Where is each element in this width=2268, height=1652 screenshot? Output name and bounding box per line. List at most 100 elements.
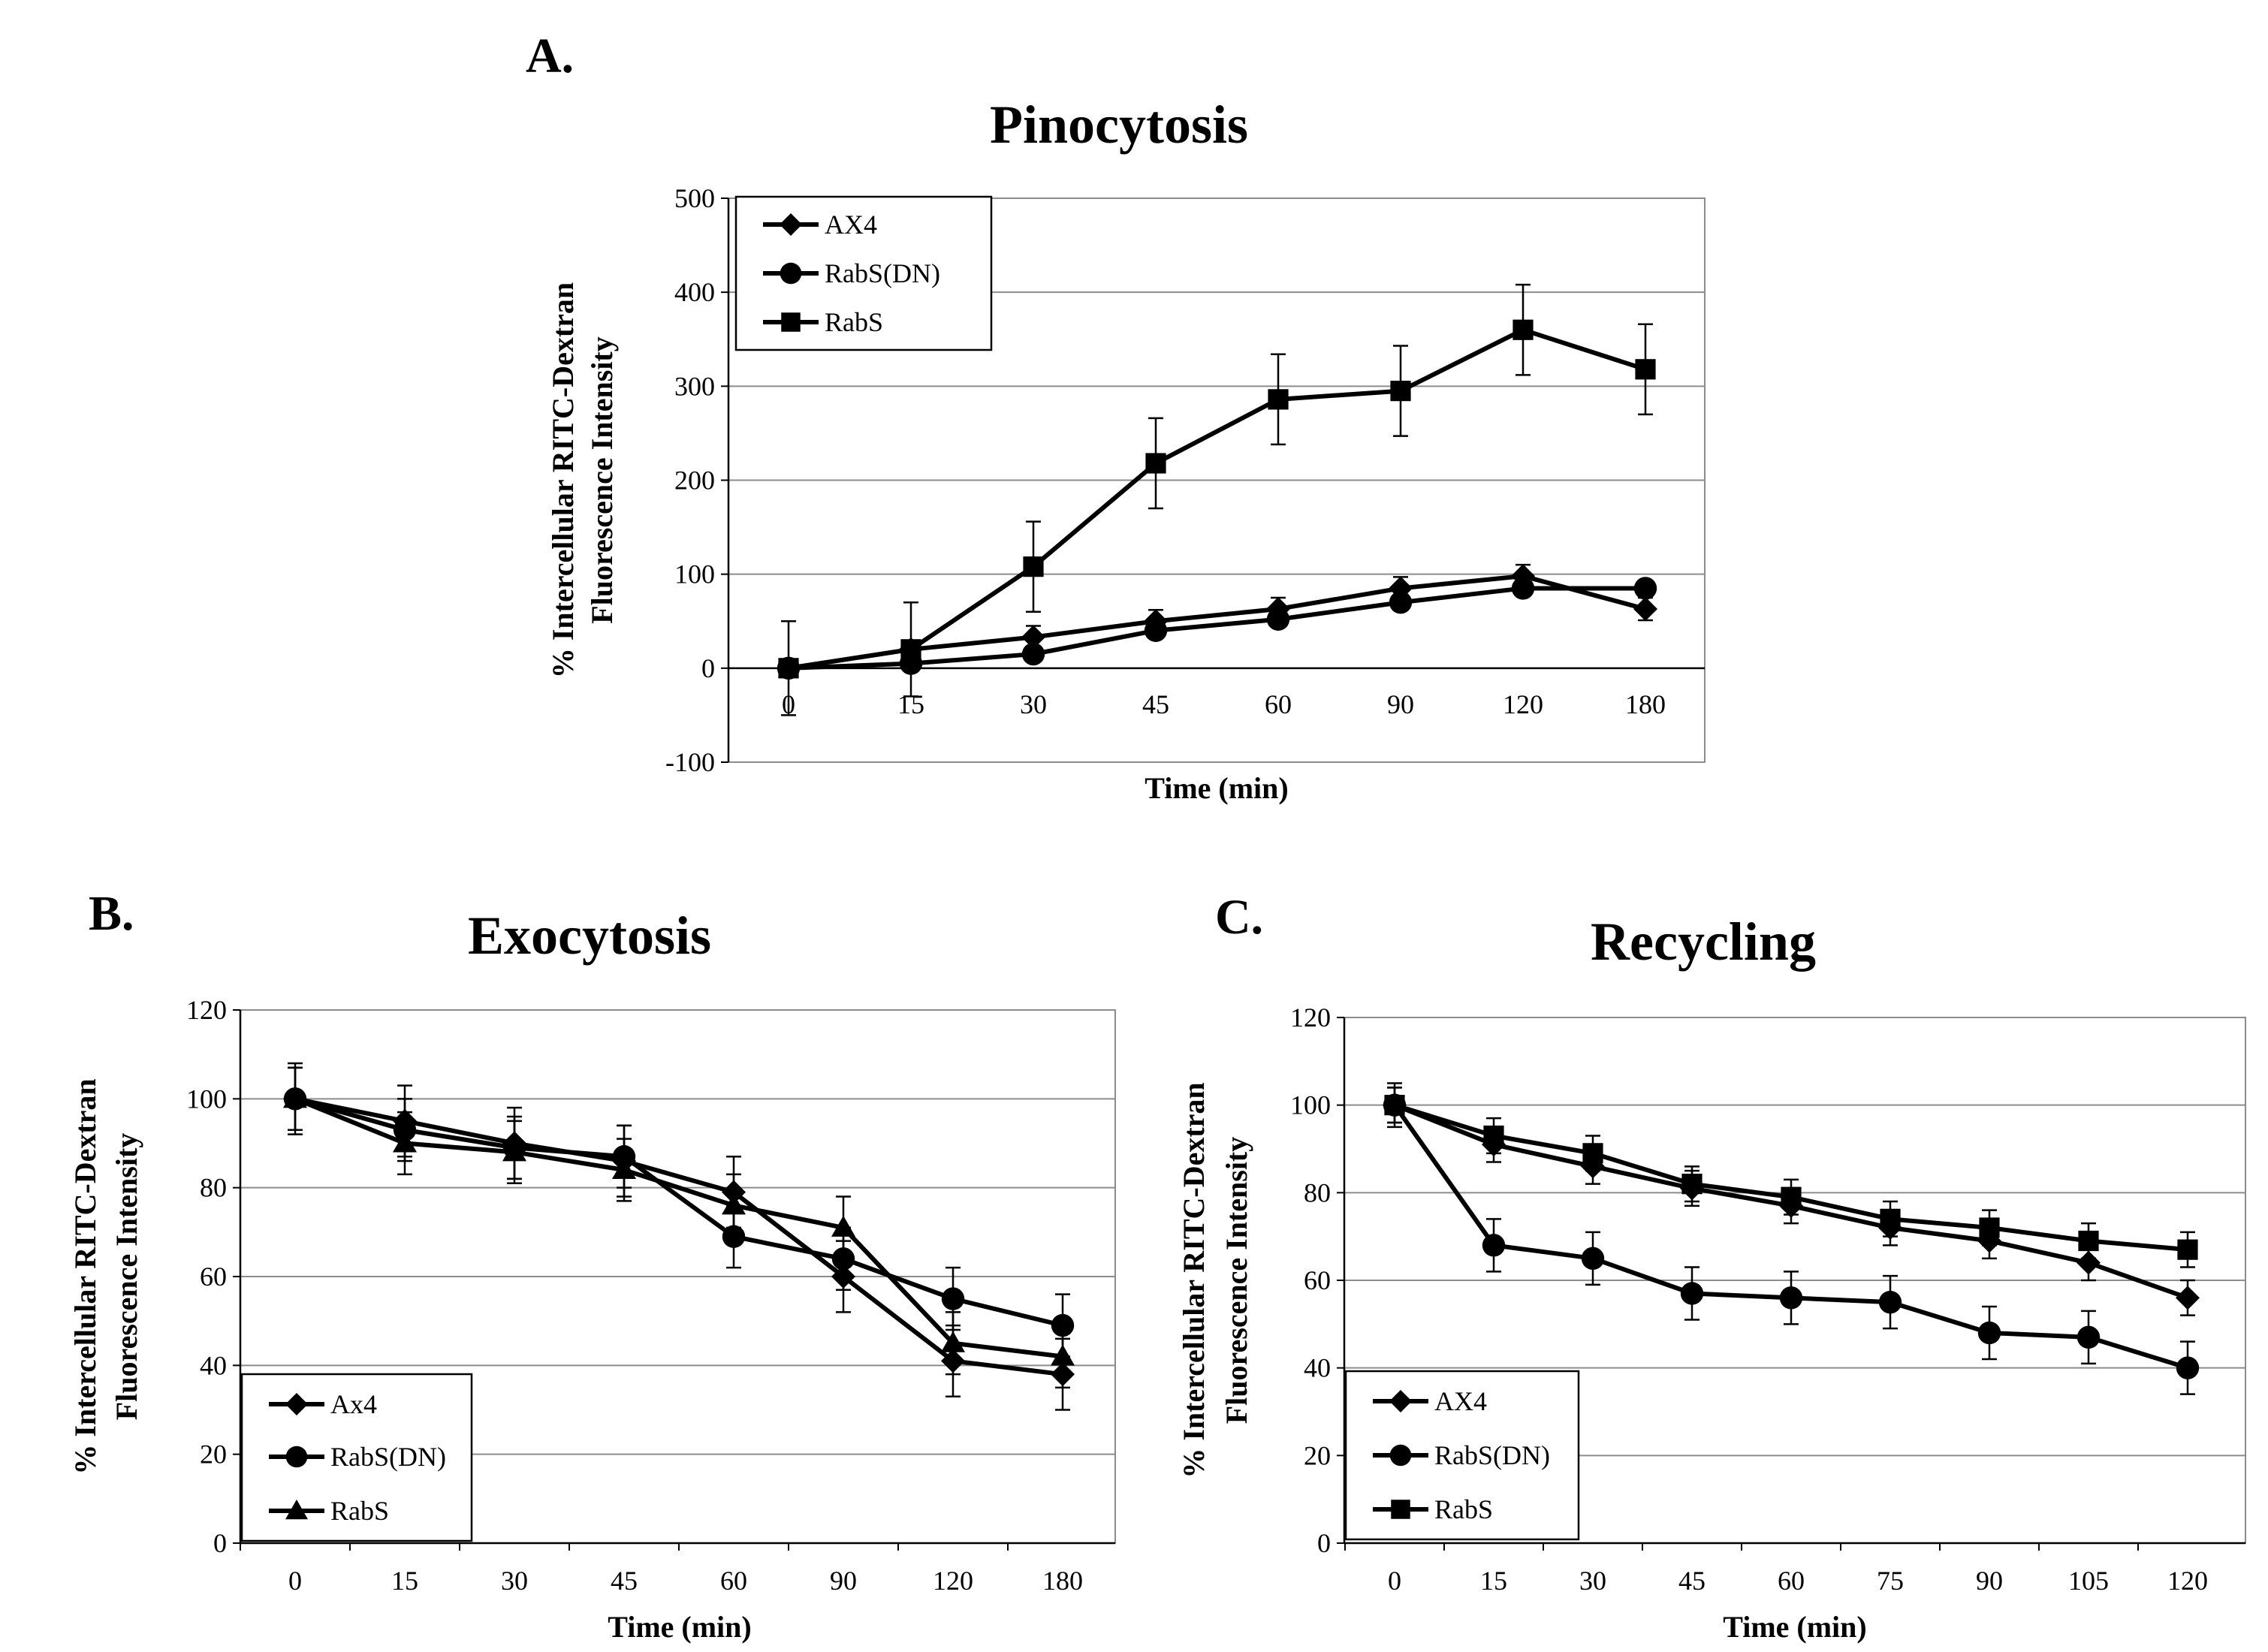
recycling-data-point xyxy=(2078,1230,2099,1252)
recycling-y-axis-label-line2: Fluorescence Intensity xyxy=(1220,1137,1253,1424)
recycling-x-tick-label: 30 xyxy=(1579,1566,1606,1596)
exocytosis-y-tick-label: 120 xyxy=(186,995,227,1025)
exocytosis-legend-label: RabS xyxy=(330,1496,389,1526)
pinocytosis-x-tick-label: 30 xyxy=(1020,689,1047,719)
recycling-legend-label: AX4 xyxy=(1434,1386,1487,1416)
pinocytosis-data-point xyxy=(1144,619,1168,642)
pinocytosis-data-point xyxy=(1513,319,1534,340)
pinocytosis-series-line xyxy=(788,574,1646,671)
pinocytosis-series-1 xyxy=(777,577,1657,680)
exocytosis-x-tick-label: 30 xyxy=(501,1566,528,1596)
exocytosis-legend-label: Ax4 xyxy=(330,1389,377,1419)
pinocytosis-data-point xyxy=(1021,625,1045,650)
pinocytosis-x-tick-label: 120 xyxy=(1503,689,1543,719)
pinocytosis-legend-label: RabS(DN) xyxy=(825,258,940,288)
recycling-y-tick-label: 60 xyxy=(1304,1265,1331,1295)
pinocytosis-series-line xyxy=(788,586,1645,671)
recycling-y-tick-label: 0 xyxy=(1317,1528,1331,1558)
exocytosis-legend-marker xyxy=(285,1500,308,1520)
pinocytosis-data-point xyxy=(1390,380,1411,402)
pinocytosis-y-tick-label: 300 xyxy=(674,371,715,401)
exocytosis-chart: B. Exocytosis 0 20 40 60 80 100 120 0 15 30 45 60 90 12… xyxy=(68,886,1116,1644)
recycling-panel-label: C. xyxy=(1215,890,1263,945)
recycling-x-tick-label: 60 xyxy=(1778,1566,1805,1596)
recycling-legend-marker xyxy=(1391,1500,1410,1519)
recycling-title: Recycling xyxy=(1591,912,1816,972)
exocytosis-panel-label: B. xyxy=(89,886,134,941)
pinocytosis-y-tick-label: 400 xyxy=(674,277,715,307)
exocytosis-y-tick-label: 20 xyxy=(200,1439,227,1470)
recycling-data-point xyxy=(1581,1247,1605,1271)
pinocytosis-x-tick-label: 60 xyxy=(1265,689,1292,719)
pinocytosis-data-point xyxy=(1145,453,1166,474)
pinocytosis-legend-marker xyxy=(781,312,801,332)
pinocytosis-data-point xyxy=(1633,577,1657,600)
recycling-x-tick-label: 0 xyxy=(1388,1566,1401,1596)
pinocytosis-title: Pinocytosis xyxy=(990,95,1248,155)
recycling-data-point xyxy=(1979,1217,2000,1238)
recycling-y-tick-label: 20 xyxy=(1304,1440,1331,1470)
pinocytosis-data-point xyxy=(1268,389,1289,410)
exocytosis-data-point xyxy=(283,1087,307,1108)
exocytosis-data-point xyxy=(612,1158,636,1179)
exocytosis-x-tick-label: 45 xyxy=(611,1566,638,1596)
recycling-x-tick-label: 105 xyxy=(2068,1566,2109,1596)
pinocytosis-data-point xyxy=(1511,577,1535,600)
exocytosis-x-tick-label: 0 xyxy=(288,1566,302,1596)
exocytosis-x-axis-label: Time (min) xyxy=(608,1610,751,1644)
pinocytosis-y-tick-label: -100 xyxy=(665,747,715,777)
exocytosis-title: Exocytosis xyxy=(468,906,711,966)
recycling-data-point xyxy=(2176,1356,2200,1379)
recycling-data-point xyxy=(1878,1290,1902,1314)
exocytosis-data-point xyxy=(941,1287,965,1310)
recycling-x-tick-label: 45 xyxy=(1678,1566,1706,1596)
recycling-y-tick-label: 80 xyxy=(1304,1177,1331,1207)
exocytosis-data-point xyxy=(502,1140,526,1162)
exocytosis-legend-marker xyxy=(285,1446,308,1468)
exocytosis-x-tick-label: 120 xyxy=(933,1566,973,1596)
pinocytosis-data-point xyxy=(778,658,799,679)
recycling-series-2 xyxy=(1384,1087,2198,1268)
exocytosis-data-point xyxy=(722,1193,746,1215)
pinocytosis-legend-marker xyxy=(780,213,802,236)
recycling-data-point xyxy=(1779,1286,1803,1310)
exocytosis-y-tick-label: 0 xyxy=(213,1528,227,1558)
recycling-data-point xyxy=(1880,1208,1901,1229)
recycling-data-point xyxy=(2076,1325,2101,1349)
recycling-data-point xyxy=(1384,1095,1405,1116)
recycling-y-axis-label-line1: % Intercellular RITC-Dextran xyxy=(1177,1082,1211,1478)
recycling-data-point xyxy=(2076,1250,2101,1275)
exocytosis-legend: Ax4 RabS(DN) RabS xyxy=(240,1373,473,1542)
pinocytosis-x-axis-label: Time (min) xyxy=(1145,771,1288,805)
pinocytosis-panel-label: A. xyxy=(526,29,574,83)
recycling-chart: C. Recycling 0 20 40 60 80 100 120 0 15 30 45 60 75 90 1… xyxy=(1177,890,2246,1644)
recycling-x-tick-label: 15 xyxy=(1480,1566,1507,1596)
recycling-data-point xyxy=(1482,1234,1506,1257)
recycling-legend-marker xyxy=(1389,1444,1412,1467)
recycling-data-point xyxy=(1483,1125,1504,1147)
exocytosis-y-tick-label: 60 xyxy=(200,1262,227,1292)
pinocytosis-legend-label: AX4 xyxy=(825,210,877,240)
recycling-x-tick-label: 120 xyxy=(2167,1566,2208,1596)
recycling-data-point xyxy=(2176,1286,2200,1310)
recycling-legend: AX4 RabS(DN) RabS xyxy=(1344,1370,1580,1541)
pinocytosis-y-axis-label-line2: Fluorescence Intensity xyxy=(585,336,619,624)
exocytosis-data-point xyxy=(1051,1344,1075,1366)
recycling-y-tick-label: 120 xyxy=(1290,1002,1331,1032)
recycling-legend-label: RabS xyxy=(1434,1494,1493,1524)
exocytosis-series-line xyxy=(294,1096,1063,1377)
recycling-data-point xyxy=(1680,1282,1704,1305)
recycling-data-point xyxy=(1781,1186,1802,1207)
exocytosis-x-tick-label: 60 xyxy=(720,1566,747,1596)
recycling-data-point xyxy=(1977,1321,2001,1345)
pinocytosis-data-point xyxy=(1021,642,1045,666)
pinocytosis-data-point xyxy=(900,639,921,660)
exocytosis-y-tick-label: 100 xyxy=(186,1084,227,1114)
exocytosis-x-tick-label: 90 xyxy=(830,1566,857,1596)
pinocytosis-data-point xyxy=(1389,591,1413,614)
exocytosis-data-point xyxy=(941,1331,965,1352)
exocytosis-data-point xyxy=(831,1215,855,1237)
pinocytosis-legend: AX4 RabS(DN) RabS xyxy=(734,195,993,351)
pinocytosis-x-tick-label: 90 xyxy=(1387,689,1414,719)
